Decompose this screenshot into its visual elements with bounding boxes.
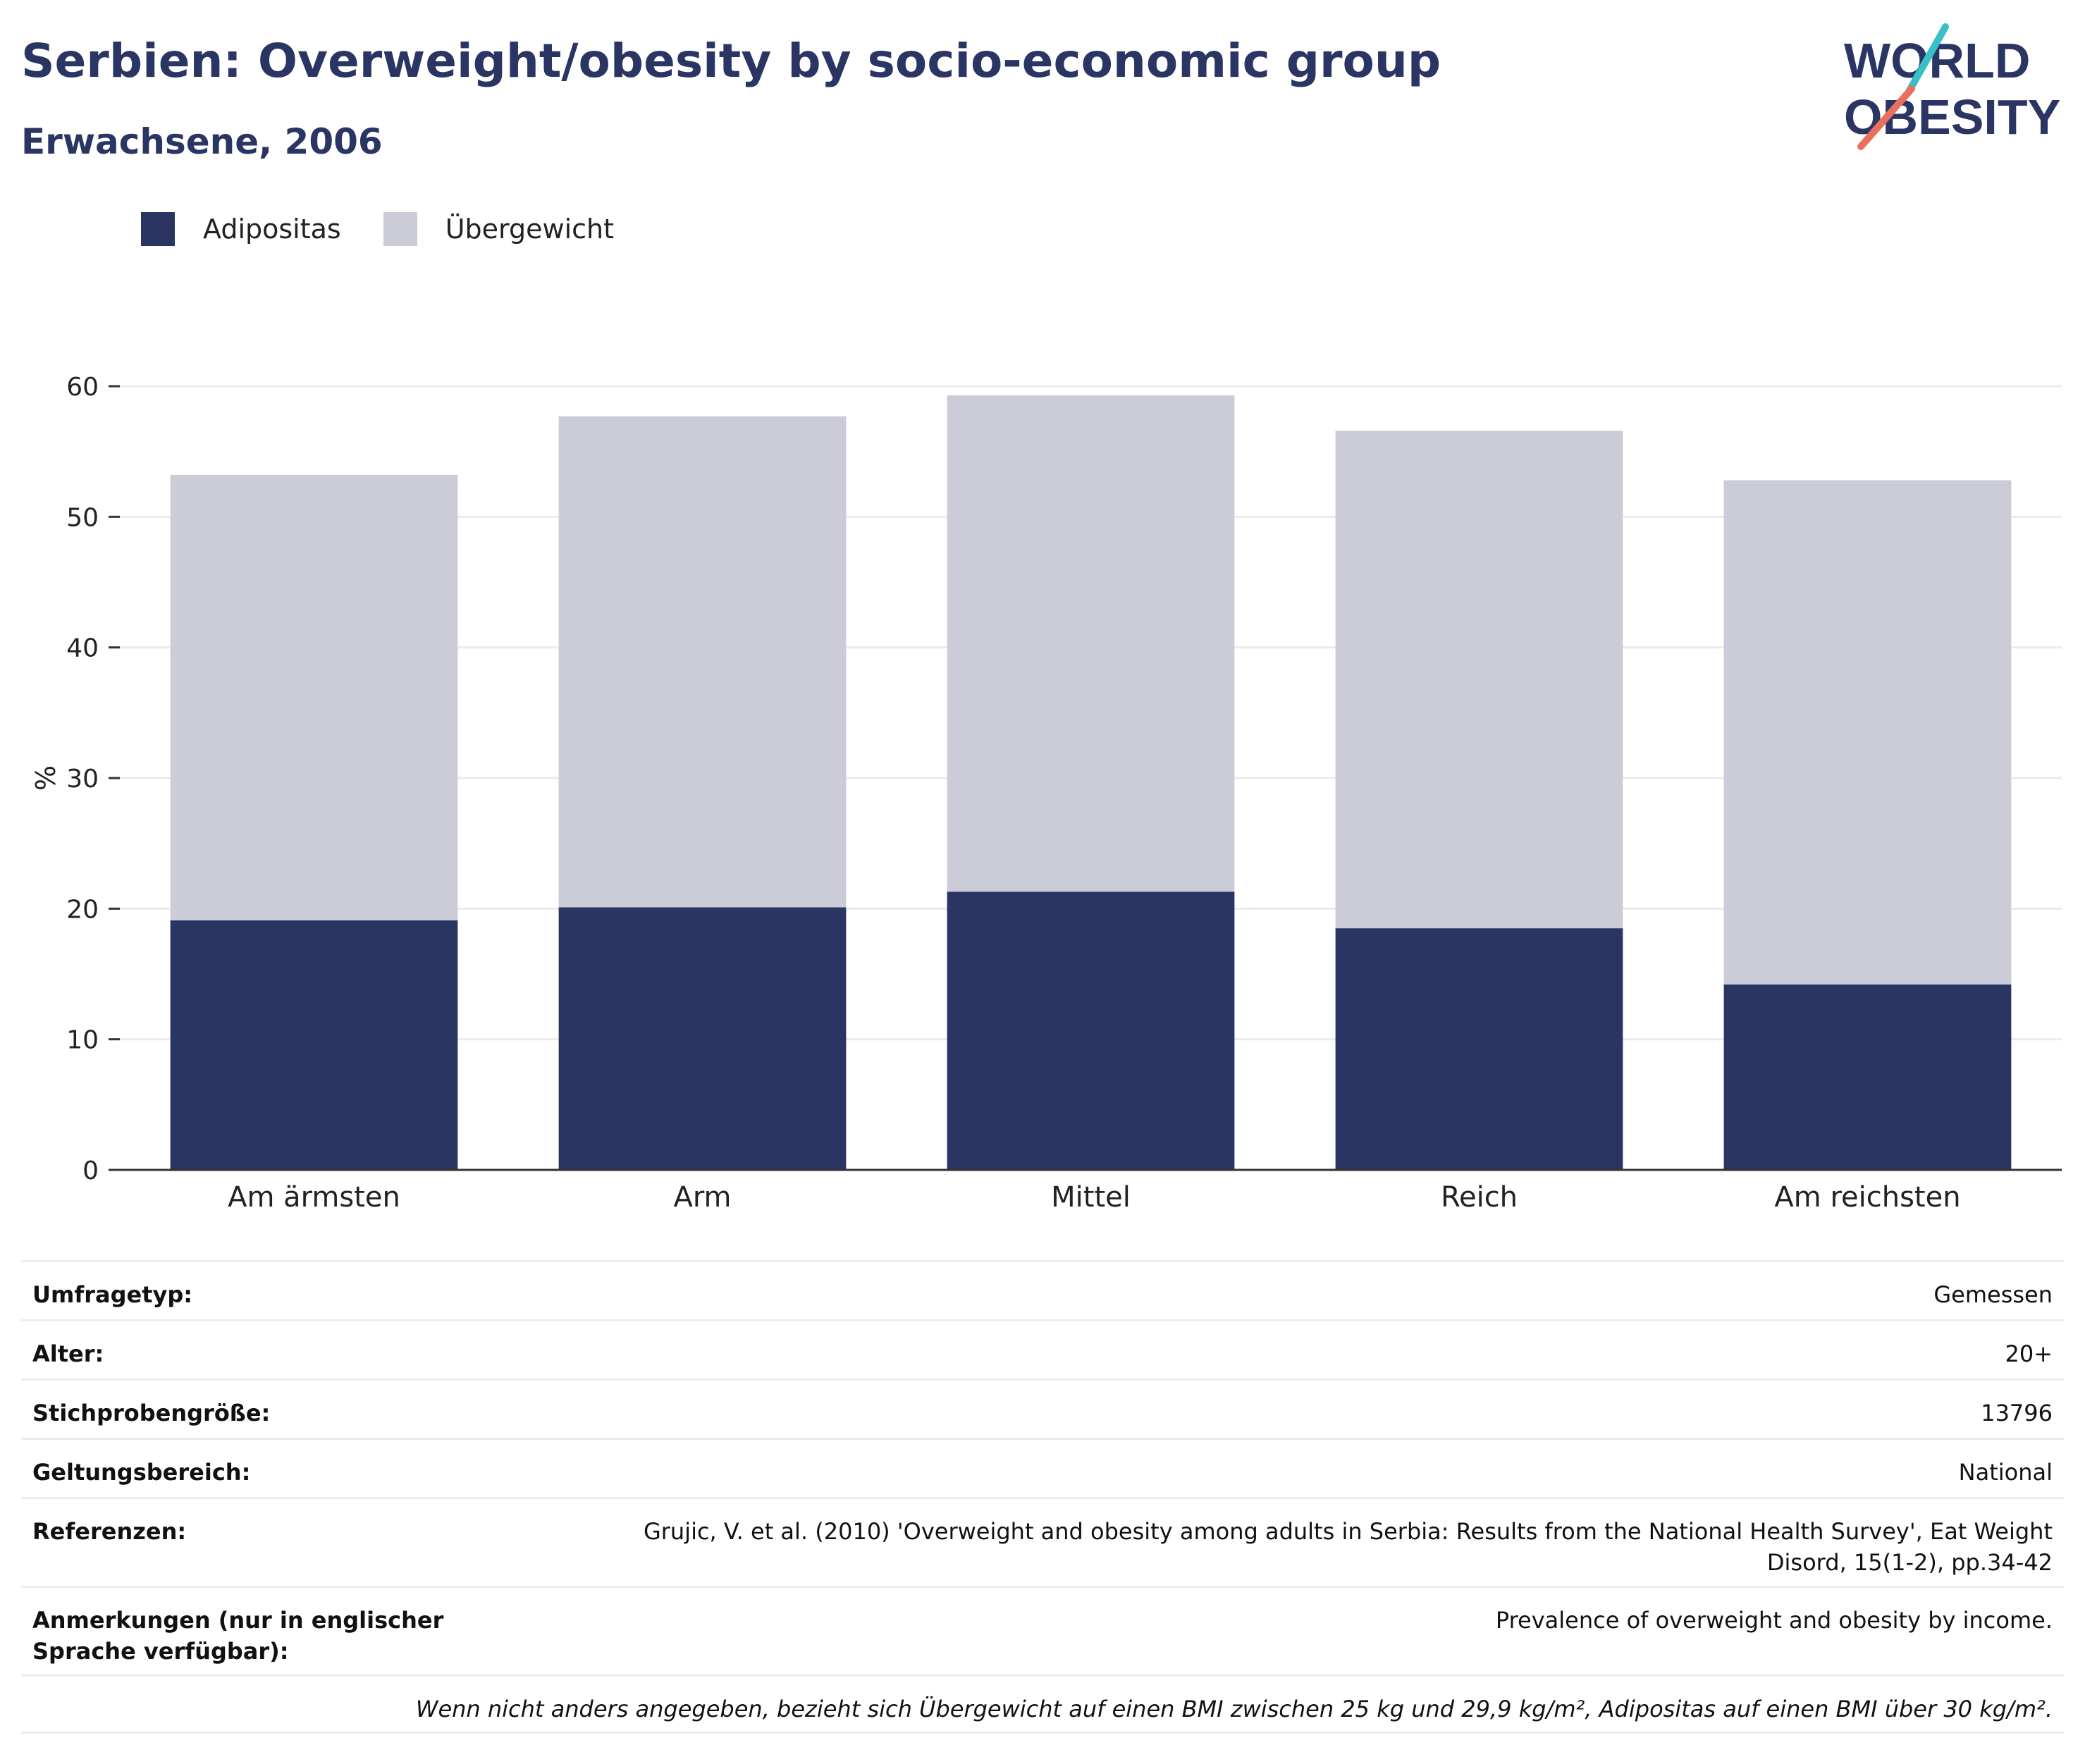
bar-uebergewicht [1723,480,2012,985]
chart-legend: Adipositas Übergewicht [141,208,656,250]
info-row-stichprobe: Stichprobengröße: 13796 [21,1378,2064,1438]
stacked-bar-chart: 0 10 20 30 40 50 60% Am ärmsten Arm Mittel Reich Am… [30,373,2062,1214]
info-value: Grujic, V. et al. (2010) 'Overweight and… [643,1518,2053,1576]
info-key: Alter: [32,1340,104,1367]
info-key: Geltungsbereich: [32,1459,251,1486]
info-key: Anmerkungen (nur in englischer Sprache v… [32,1607,444,1665]
bar-uebergewicht [947,395,1235,892]
info-value: Prevalence of overweight and obesity by … [1495,1607,2053,1634]
legend-label-uebergewicht: Übergewicht [445,214,614,245]
info-value: 13796 [1981,1400,2053,1426]
logo-line2: OBESITY [1844,90,2060,144]
bar-adipositas [1723,984,2012,1170]
info-key: Umfragetyp: [32,1281,193,1308]
y-tick-label: 0 [82,1157,99,1185]
bar-uebergewicht [1335,431,1623,929]
bar-adipositas [170,920,458,1170]
y-tick-label: 60 [66,373,99,402]
legend-item-uebergewicht[interactable]: Übergewicht [383,212,614,246]
info-key: Referenzen: [32,1518,187,1545]
info-row-footnote: Wenn nicht anders angegeben, bezieht sic… [21,1674,2064,1734]
info-row-umfragetyp: Umfragetyp: Gemessen [21,1260,2064,1319]
world-obesity-logo: WORLD OBESITY [1844,23,2060,150]
page-subtitle: Erwachsene, 2006 [21,121,383,162]
y-tick-label: 50 [66,503,99,532]
bar-adipositas [1335,928,1623,1170]
logo-slash-coral [1857,85,1915,150]
bar-adipositas [947,892,1235,1170]
x-tick-label: Am reichsten [1774,1181,1960,1214]
info-value: Gemessen [1933,1281,2053,1308]
info-value: 20+ [2005,1340,2053,1367]
y-tick-label: 20 [66,895,99,924]
footnote: Wenn nicht anders angegeben, bezieht sic… [415,1696,2053,1722]
y-axis-label: % [30,765,61,791]
bar-uebergewicht [558,416,847,908]
legend-swatch-adipositas [141,212,175,246]
legend-item-adipositas[interactable]: Adipositas [141,212,341,246]
x-tick-label: Arm [673,1181,731,1214]
info-row-alter: Alter: 20+ [21,1319,2064,1378]
y-tick-label: 10 [66,1026,99,1055]
info-table: Umfragetyp: Gemessen Alter: 20+ Stichpro… [21,1260,2064,1734]
info-row-geltungsbereich: Geltungsbereich: National [21,1438,2064,1497]
x-tick-label: Am ärmsten [228,1181,400,1214]
info-row-referenzen: Referenzen: Grujic, V. et al. (2010) 'Ov… [21,1497,2064,1586]
info-row-anmerkungen: Anmerkungen (nur in englischer Sprache v… [21,1586,2064,1674]
info-key: Stichprobengröße: [32,1400,271,1426]
y-tick-label: 40 [66,634,99,663]
bar-uebergewicht [170,475,458,921]
page-title: Serbien: Overweight/obesity by socio-eco… [21,34,1441,88]
legend-swatch-uebergewicht [383,212,417,246]
legend-label-adipositas: Adipositas [203,214,341,245]
x-tick-label: Reich [1441,1181,1518,1214]
y-tick-label: 30 [66,765,99,794]
x-tick-label: Mittel [1051,1181,1131,1214]
info-value: National [1958,1459,2053,1486]
logo-slash-teal [1905,23,1949,95]
bar-adipositas [558,907,847,1170]
